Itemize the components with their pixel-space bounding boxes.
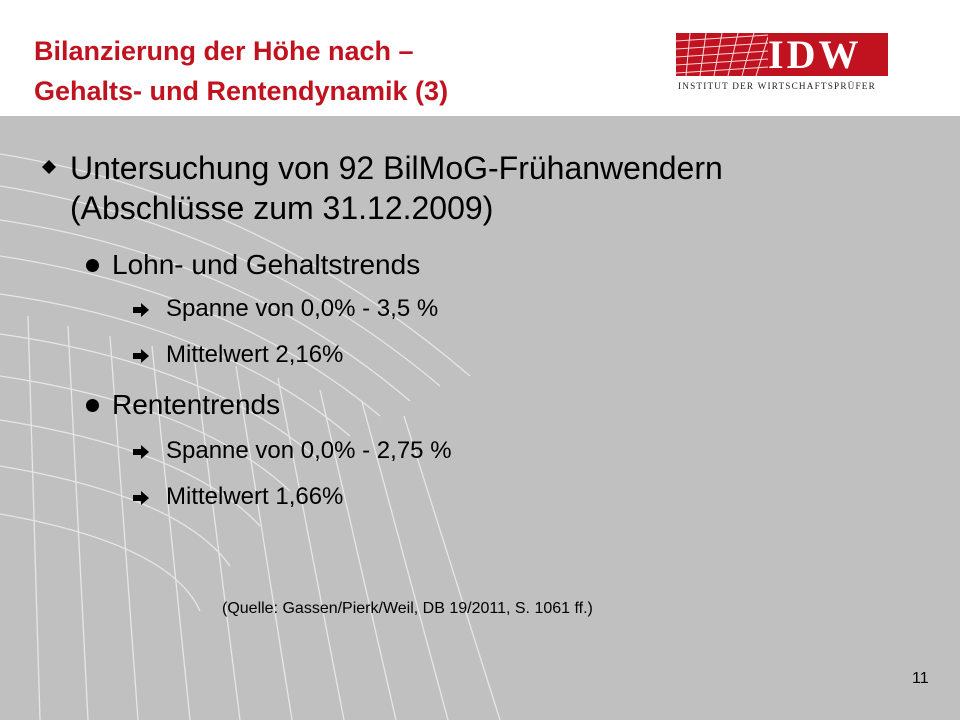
slide-title: Bilanzierung der Höhe nach – Gehalts- un… bbox=[34, 31, 448, 111]
list-item-text: Spanne von 0,0% - 3,5 % bbox=[166, 295, 439, 322]
arrow-right-icon bbox=[133, 445, 149, 459]
slide-content: Untersuchung von 92 BilMoG-Frühanwendern… bbox=[0, 116, 960, 720]
list-item-text: Spanne von 0,0% - 2,75 % bbox=[166, 437, 452, 464]
main-bullet-line-1: Untersuchung von 92 BilMoG-Frühanwendern bbox=[70, 150, 723, 186]
logo-grid-pattern bbox=[676, 33, 768, 76]
arrow-right-icon bbox=[133, 303, 149, 317]
dot-bullet-icon bbox=[86, 399, 99, 412]
page-number: 11 bbox=[912, 670, 929, 687]
diamond-bullet-icon bbox=[42, 160, 56, 174]
arrow-right-icon bbox=[133, 491, 149, 505]
group-label-text: Lohn- und Gehaltstrends bbox=[112, 249, 421, 280]
decorative-grid-arcs bbox=[0, 153, 501, 720]
logo-subtitle: INSTITUT DER WIRTSCHAFTSPRÜFER bbox=[678, 81, 876, 91]
main-bullet-line-2: (Abschlüsse zum 31.12.2009) bbox=[70, 190, 494, 226]
list-item-text: Mittelwert 1,66% bbox=[166, 483, 344, 510]
title-line-1: Bilanzierung der Höhe nach – bbox=[34, 36, 414, 66]
idw-logo: IDW INSTITUT DER WIRTSCHAFTSPRÜFER bbox=[676, 33, 890, 91]
logo-text: IDW bbox=[768, 32, 862, 77]
group-label-text: Rententrends bbox=[112, 389, 281, 420]
dot-bullet-icon bbox=[86, 259, 99, 272]
arrow-right-icon bbox=[133, 349, 149, 363]
list-item-text: Mittelwert 2,16% bbox=[166, 341, 344, 368]
logo-box: IDW bbox=[676, 33, 888, 76]
slide-header: Bilanzierung der Höhe nach – Gehalts- un… bbox=[0, 0, 960, 116]
title-line-2: Gehalts- und Rentendynamik (3) bbox=[34, 76, 449, 106]
source-citation: (Quelle: Gassen/Pierk/Weil, DB 19/2011, … bbox=[222, 600, 593, 617]
